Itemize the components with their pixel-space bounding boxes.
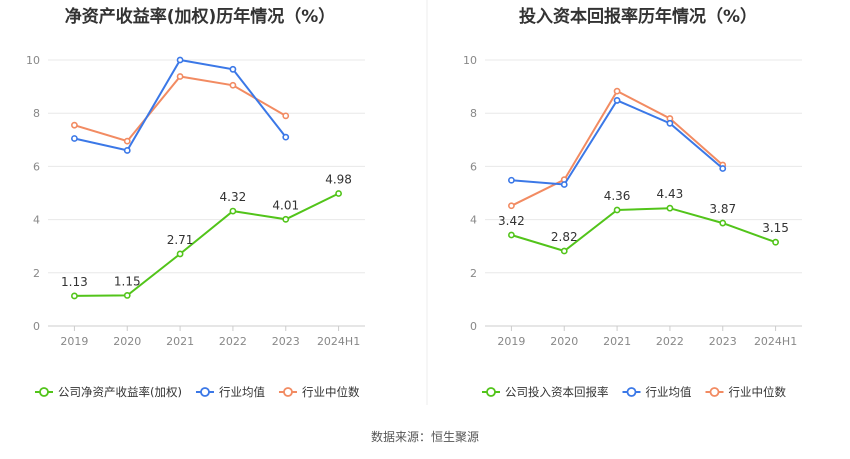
y-tick-label: 2 — [33, 267, 40, 280]
legend-marker — [486, 387, 496, 397]
data-label: 3.87 — [709, 202, 736, 216]
legend-marker — [283, 387, 293, 397]
y-tick-label: 8 — [33, 107, 40, 120]
y-tick-label: 4 — [470, 214, 477, 227]
x-tick-label: 2022 — [219, 335, 247, 348]
legend-label: 行业中位数 — [302, 385, 360, 399]
data-point — [508, 231, 515, 239]
x-tick-label: 2019 — [497, 335, 525, 348]
legend-label: 公司投入资本回报率 — [505, 385, 609, 399]
series-line — [74, 192, 340, 297]
data-source-note: 数据来源：恒生聚源 — [370, 430, 479, 444]
data-point — [666, 204, 674, 212]
chart-title: 投入资本回报率历年情况（%） — [519, 6, 757, 27]
data-point — [613, 97, 621, 104]
data-point — [123, 137, 131, 145]
x-tick-label: 2022 — [656, 335, 684, 348]
y-tick-label: 6 — [470, 160, 477, 173]
x-tick-label: 2021 — [166, 335, 194, 348]
data-point — [335, 190, 342, 197]
y-tick-label: 4 — [33, 214, 40, 227]
data-label: 2.82 — [551, 230, 578, 244]
data-point — [229, 207, 237, 215]
y-tick-label: 8 — [470, 107, 477, 120]
y-tick-label: 0 — [470, 320, 477, 333]
data-point — [719, 165, 727, 172]
data-point — [560, 247, 568, 255]
data-point — [176, 73, 184, 80]
data-point — [613, 87, 621, 95]
x-tick-label: 2024H1 — [754, 335, 797, 348]
chart-title: 净资产收益率(加权)历年情况（%） — [65, 6, 336, 27]
data-point — [719, 219, 727, 227]
roic-chart: 投入资本回报率历年情况（%） 0 2 4 6 8 10 2019 2020 2021 2022 202… — [463, 6, 802, 399]
y-tick-label: 2 — [470, 267, 477, 280]
legend-marker — [200, 387, 210, 397]
data-point — [666, 119, 674, 127]
roe-chart: 净资产收益率(加权)历年情况（%） 0 2 4 6 8 10 2019 2020 2021 2022… — [26, 6, 365, 399]
legend-marker — [39, 387, 49, 397]
x-tick-label: 2023 — [272, 335, 300, 348]
data-point — [71, 292, 78, 300]
legend-label: 行业中位数 — [729, 385, 787, 399]
data-point — [508, 176, 515, 184]
data-point — [229, 81, 237, 89]
x-tick-label: 2019 — [60, 335, 88, 348]
legend-label: 行业均值 — [219, 385, 265, 399]
y-tick-label: 0 — [33, 320, 40, 333]
data-label: 1.15 — [114, 274, 141, 288]
legend-marker — [709, 387, 720, 397]
data-label: 3.42 — [498, 214, 525, 228]
x-tick-label: 2023 — [709, 335, 737, 348]
x-tick-label: 2020 — [113, 335, 141, 348]
x-tick-label: 2020 — [550, 335, 578, 348]
x-tick-label: 2021 — [603, 335, 631, 348]
data-point — [123, 292, 131, 299]
data-point — [71, 135, 78, 142]
series-line — [74, 75, 287, 143]
data-point — [508, 202, 515, 210]
data-point — [772, 238, 779, 246]
legend-label: 行业均值 — [646, 385, 692, 399]
legend-marker — [626, 387, 637, 397]
data-point — [282, 215, 290, 223]
data-label: 4.98 — [325, 173, 352, 187]
data-point — [282, 112, 290, 120]
y-tick-label: 10 — [26, 54, 40, 67]
data-point — [176, 250, 184, 258]
series-line — [511, 207, 776, 253]
data-point — [282, 133, 290, 141]
data-label: 4.32 — [220, 190, 247, 204]
data-label: 1.13 — [61, 275, 88, 289]
data-point — [123, 147, 131, 154]
data-label: 4.36 — [604, 189, 631, 203]
data-label: 4.43 — [657, 187, 684, 201]
data-point — [613, 206, 621, 214]
y-tick-label: 10 — [463, 54, 477, 67]
y-tick-label: 6 — [33, 160, 40, 173]
data-label: 3.15 — [762, 221, 789, 235]
x-tick-label: 2024H1 — [317, 335, 360, 348]
data-label: 4.01 — [272, 198, 299, 212]
data-point — [176, 56, 184, 64]
data-label: 2.71 — [167, 233, 194, 247]
data-point — [560, 181, 568, 188]
legend-label: 公司净资产收益率(加权) — [58, 385, 182, 399]
data-point — [229, 65, 237, 73]
data-point — [71, 121, 78, 129]
